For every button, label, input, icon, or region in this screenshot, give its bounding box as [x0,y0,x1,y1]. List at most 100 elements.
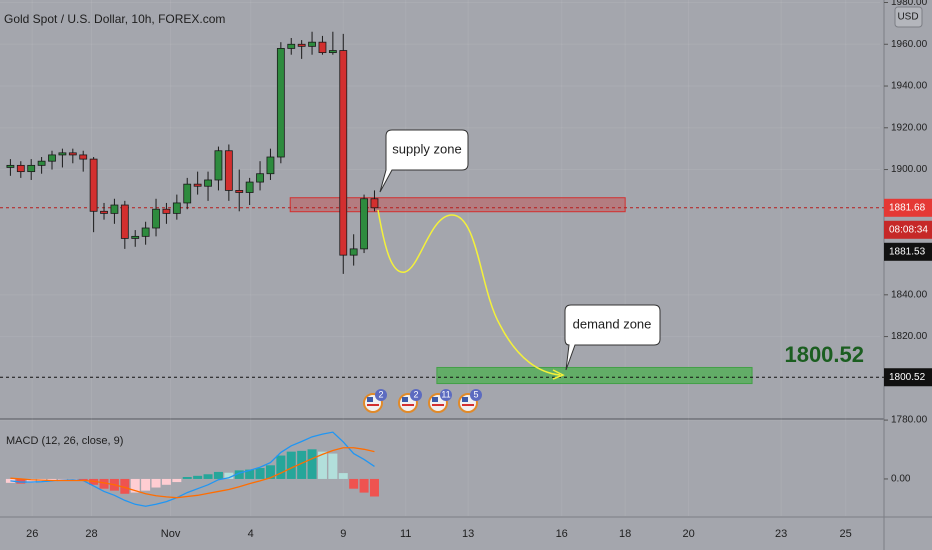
projection-arrowhead [552,369,565,380]
candle-body [204,179,212,187]
currency-label[interactable]: USD [897,12,918,23]
candle-body [110,204,119,214]
macd-histogram-bar [349,478,359,489]
macd-histogram-bar [328,453,338,479]
y-tick-label: 1780.00 [891,415,928,426]
event-count-bg [375,389,387,401]
macd-histogram-bar [161,478,171,485]
x-tick-label: 20 [682,528,694,540]
candle-body [308,41,316,47]
x-tick-label: 18 [619,528,631,540]
macd-histogram-bar [234,470,244,479]
macd-histogram-bar [317,451,327,479]
candle-body [89,158,98,212]
y-tick-label: 1820.00 [891,331,928,342]
event-count-bg [410,389,422,401]
candle-body [37,160,46,166]
candle-body [172,202,181,214]
event-icon[interactable]: 5 [458,389,482,413]
demand-zone [436,366,753,385]
x-tick-label: 26 [26,528,38,540]
macd-histogram-bar [245,469,255,479]
event-count: 5 [473,389,478,399]
candle-body [141,227,150,237]
y-tick-label: 1920.00 [891,122,928,133]
x-tick-label: 9 [340,528,346,540]
candle-body [266,156,275,175]
event-flag-canton [402,397,408,402]
y-tick-label: 1900.00 [891,164,928,175]
macd-histogram-bar [369,478,379,497]
macd-histogram-bar [120,478,130,494]
current-price-tag [884,198,932,217]
y-tick-label: 1980.00 [891,0,928,8]
event-count: 2 [378,389,383,399]
currency-button[interactable] [894,6,923,28]
candle-body [245,181,254,193]
macd-histogram-bar [359,478,369,493]
event-count: 11 [441,389,450,399]
macd-histogram-bar [5,478,15,483]
projection-path [377,209,561,376]
macd-histogram-bar [286,451,296,479]
candle-body [328,50,337,54]
macd-histogram-bar [26,478,36,483]
y-tick-label: 1840.00 [891,289,928,300]
candle-body [235,190,244,193]
bid-price-tag [884,242,932,261]
macd-histogram-bar [213,471,223,479]
candle-body [370,198,379,209]
x-tick-label: 13 [462,528,474,540]
macd-histogram-bar [99,478,109,489]
demand-label: demand zone [573,316,652,331]
candle-body [183,183,192,204]
current-price-label: 1881.68 [889,202,926,213]
candle-body [16,164,25,173]
candle-body [318,41,327,54]
macd-histogram-bar [307,449,317,479]
macd-histogram-bar [141,478,151,491]
event-icon[interactable]: 2 [398,389,422,413]
bid-price-label: 1881.53 [889,246,926,257]
y-tick-label: 1940.00 [891,81,928,92]
candle-body [214,150,223,181]
candle-body [224,150,233,191]
macd-histogram-bar [338,473,348,479]
macd-y-tick-label: 0.00 [891,474,911,485]
macd-histogram-bar [203,474,213,479]
candle-body [349,248,358,256]
macd-histogram-bar [151,478,161,488]
event-icon[interactable]: 11 [428,389,452,413]
signal-line [10,447,375,499]
macd-histogram-bar [130,478,140,493]
event-count: 2 [413,389,418,399]
candle-body [152,208,160,229]
candle-body [193,183,202,187]
supply-callout [379,129,469,193]
x-tick-label: 16 [556,528,568,540]
macd-histogram-bar [16,478,26,484]
macd-histogram-bar [276,455,286,479]
target-price-tag [884,368,932,387]
candle-body [120,204,129,239]
candle-body [162,208,171,214]
candle-body [297,43,306,47]
macd-line [10,431,375,507]
macd-histogram-bar [255,468,265,479]
candle-body [287,43,296,49]
event-flag-canton [432,397,438,402]
x-tick-label: 4 [248,528,254,540]
macd-histogram-bar [297,450,307,479]
target-annotation: 1800.52 [784,342,864,367]
event-icon[interactable]: 2 [363,389,387,413]
x-tick-label: Nov [161,528,181,540]
candle-body [339,50,348,256]
countdown-label: 08:08:34 [889,224,928,235]
x-tick-label: 25 [840,528,852,540]
target-price-label: 1800.52 [889,372,926,383]
macd-histogram-bar [224,472,234,479]
candle-body [131,235,140,239]
candle-body [256,173,264,183]
